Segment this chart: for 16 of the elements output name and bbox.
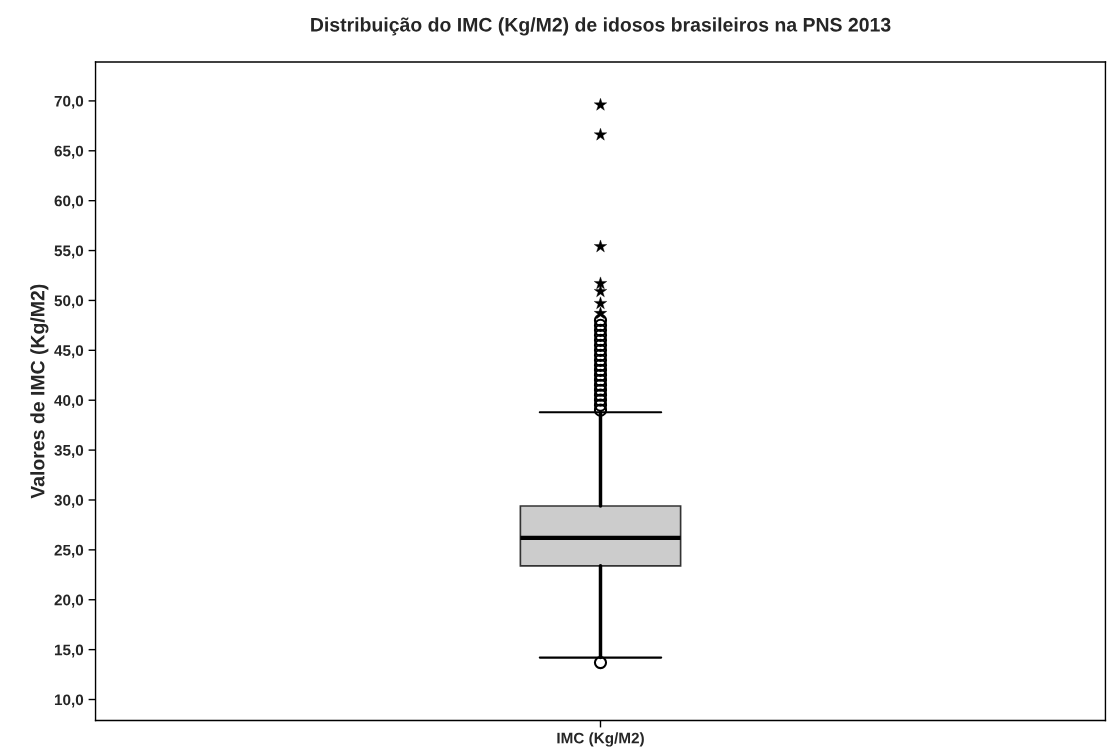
y-tick-label: 55,0 bbox=[54, 245, 84, 259]
y-tick-label: 60,0 bbox=[54, 195, 84, 209]
y-axis-title: Valores de IMC (Kg/M2) bbox=[30, 284, 49, 499]
y-tick-label: 25,0 bbox=[54, 544, 84, 558]
y-tick-label: 15,0 bbox=[54, 644, 84, 658]
y-tick-label: 45,0 bbox=[54, 345, 84, 359]
chart-title: Distribuição do IMC (Kg/M2) de idosos brasileiros na PNS 2013 bbox=[311, 17, 891, 36]
y-tick-label: 70,0 bbox=[54, 95, 84, 109]
y-tick-label: 20,0 bbox=[54, 594, 84, 608]
y-tick-label: 65,0 bbox=[54, 145, 84, 159]
y-tick-label: 50,0 bbox=[54, 295, 84, 309]
y-tick-label: 30,0 bbox=[54, 494, 84, 508]
y-tick-label: 40,0 bbox=[54, 395, 84, 409]
y-tick-label: 10,0 bbox=[54, 694, 84, 708]
x-tick-label: IMC (Kg/M2) bbox=[557, 732, 644, 747]
y-tick-label: 35,0 bbox=[54, 444, 84, 458]
